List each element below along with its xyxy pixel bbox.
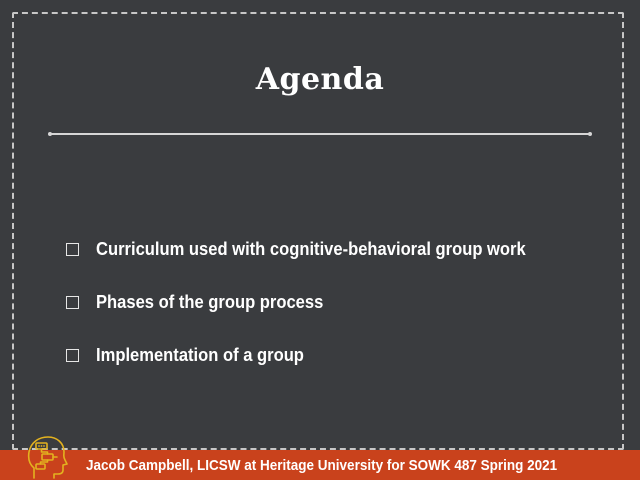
- title-divider: [48, 132, 592, 136]
- list-item: Curriculum used with cognitive-behaviora…: [66, 236, 563, 262]
- slide-dashed-border: [12, 12, 624, 450]
- footer-bar: Jacob Campbell, LICSW at Heritage Univer…: [0, 450, 640, 480]
- agenda-list: Curriculum used with cognitive-behaviora…: [66, 236, 563, 395]
- head-flowchart-icon: [27, 436, 68, 479]
- checkbox-bullet-icon: [66, 242, 79, 256]
- list-item-text: Implementation of a group: [96, 344, 304, 365]
- slide-title: Agenda: [255, 62, 385, 97]
- checkbox-bullet-icon: [66, 295, 79, 309]
- list-item-text: Curriculum used with cognitive-behaviora…: [96, 238, 526, 259]
- list-item: Phases of the group process: [66, 289, 563, 315]
- list-item-text: Phases of the group process: [96, 291, 324, 312]
- footer-credit: Jacob Campbell, LICSW at Heritage Univer…: [86, 457, 558, 474]
- list-item: Implementation of a group: [66, 342, 563, 368]
- checkbox-bullet-icon: [66, 348, 79, 362]
